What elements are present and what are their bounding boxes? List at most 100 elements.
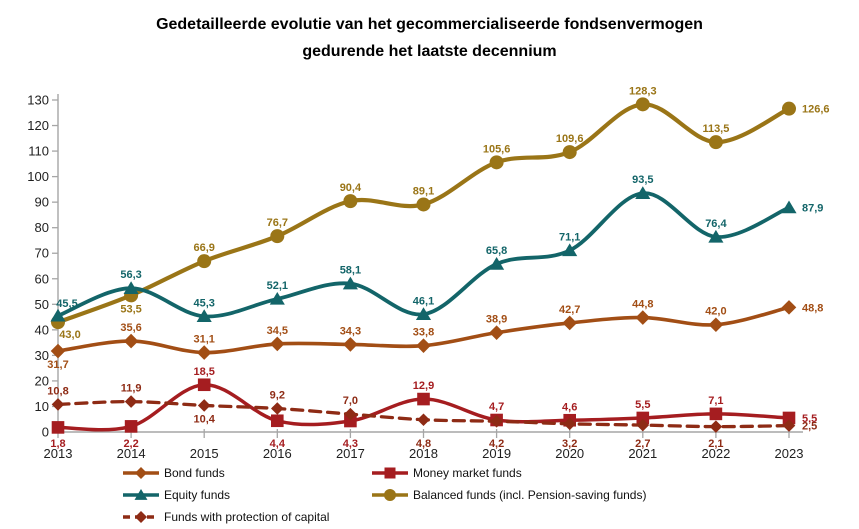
- x-tick-label: 2015: [190, 446, 219, 460]
- circle-legend-marker-icon: [372, 489, 408, 501]
- chart-title: Gedetailleerde evolutie van het gecommer…: [0, 11, 859, 65]
- data-point-label: 31,1: [193, 334, 214, 346]
- triangle-marker-icon: [123, 281, 139, 294]
- circle-marker-icon: [562, 145, 577, 160]
- diamond-marker-icon: [417, 413, 430, 427]
- series-line: [56, 191, 791, 319]
- data-point-label: 53,5: [120, 303, 141, 315]
- circle-marker-icon: [635, 97, 650, 112]
- diamond-marker-icon: [271, 402, 284, 415]
- data-point-label: 7,1: [708, 395, 723, 407]
- data-point-label: 42,7: [559, 304, 580, 316]
- legend-item-balanced-funds-incl-pension-saving-funds: Balanced funds (incl. Pension-saving fun…: [372, 485, 646, 505]
- square-marker-icon: [51, 421, 65, 434]
- diamond-marker-icon: [782, 419, 796, 432]
- triangle-marker-icon: [781, 200, 797, 214]
- legend-item-bond-funds: Bond funds: [123, 463, 225, 483]
- diamond-marker-icon: [344, 407, 357, 421]
- square-marker-icon: [384, 467, 396, 479]
- data-point-label: 1,8: [50, 438, 65, 450]
- legend-item-money-market-funds: Money market funds: [372, 463, 522, 483]
- x-tick-label: 2022: [701, 446, 730, 460]
- y-tick-label: 10: [35, 399, 49, 414]
- diamond-marker-icon: [135, 511, 147, 523]
- circle-marker-icon: [416, 197, 431, 212]
- x-tick-label: 2014: [117, 446, 146, 460]
- data-point-label: 126,6: [802, 104, 830, 116]
- labels-funds-with-protection-of-capital: 10,8 11,9 10,4 9,2 7,0 4,8 4,2 3,2 2,7 2,1 2,5: [47, 383, 817, 450]
- labels-bond-funds: 31,7 35,6 31,1 34,5 34,3 33,8 38,9 42,7 44,8 42,0…: [47, 299, 823, 371]
- diamond-marker-icon: [343, 337, 358, 352]
- circle-marker-icon: [270, 229, 285, 244]
- data-point-label: 12,9: [413, 380, 434, 392]
- data-point-label: 7,0: [343, 395, 358, 407]
- y-tick-label: 0: [42, 425, 49, 440]
- data-point-label: 4,2: [489, 438, 504, 450]
- data-point-label: 113,5: [702, 123, 729, 135]
- y-tick-label: 120: [27, 118, 49, 133]
- data-point-label: 105,6: [483, 143, 511, 155]
- chart-title-line2: gedurende het laatste decennium: [302, 43, 557, 60]
- data-point-label: 2,5: [802, 421, 817, 433]
- x-tick-label: 2021: [628, 446, 657, 460]
- triangle-marker-icon: [134, 489, 148, 500]
- triangle-marker-icon: [50, 308, 66, 322]
- circle-marker-icon: [197, 254, 212, 269]
- series-funds-with-protection-of-capital: [51, 395, 796, 433]
- x-tick-label: 2016: [263, 446, 292, 460]
- square-marker-icon: [197, 378, 211, 392]
- diamond-marker-icon: [709, 420, 723, 433]
- square-marker-icon: [709, 407, 723, 421]
- square-marker-icon: [636, 411, 650, 425]
- data-point-label: 71,1: [559, 231, 580, 243]
- labels-money-market-funds: 1,8 2,2 18,5 4,4 4,3 12,9 4,7 4,6 5,5 7,1 5,5: [50, 366, 817, 450]
- data-point-label: 76,4: [705, 218, 727, 230]
- diamond-marker-icon: [270, 336, 285, 352]
- diamond-marker-icon: [135, 467, 147, 479]
- data-point-label: 31,7: [47, 359, 68, 371]
- circle-marker-icon: [708, 135, 723, 150]
- y-tick-label: 100: [27, 169, 49, 184]
- y-tick-label: 70: [35, 246, 49, 261]
- series-equity-funds: [50, 186, 797, 323]
- legend-label: Bond funds: [164, 466, 225, 480]
- data-point-label: 52,1: [267, 280, 288, 292]
- y-tick-label: 30: [35, 348, 49, 363]
- diamond-marker-icon: [123, 333, 139, 349]
- data-point-label: 76,7: [267, 217, 288, 229]
- data-point-label: 3,2: [562, 438, 577, 450]
- legend-item-equity-funds: Equity funds: [123, 485, 230, 505]
- data-point-label: 9,2: [270, 390, 285, 402]
- data-point-label: 2,7: [635, 438, 650, 450]
- diamond-marker-icon: [563, 417, 576, 431]
- diamond-legend-marker-icon: [123, 467, 159, 479]
- data-point-label: 38,9: [486, 314, 507, 326]
- square-marker-icon: [124, 420, 138, 433]
- data-point-label: 46,1: [413, 295, 434, 307]
- data-point-label: 2,2: [123, 438, 138, 450]
- data-point-label: 58,1: [340, 265, 361, 277]
- data-point-label: 5,5: [802, 413, 817, 425]
- triangle-marker-icon: [415, 307, 432, 321]
- diamond-marker-icon: [708, 317, 724, 333]
- data-point-label: 10,4: [193, 413, 215, 425]
- y-tick-label: 80: [35, 220, 49, 235]
- triangle-marker-icon: [562, 243, 578, 257]
- data-point-label: 109,6: [556, 133, 584, 145]
- legend-label: Equity funds: [164, 488, 231, 502]
- data-point-label: 18,5: [193, 366, 214, 378]
- triangle-legend-marker-icon: [123, 489, 159, 500]
- diamond-marker-icon: [197, 399, 211, 412]
- data-point-label: 4,6: [562, 401, 577, 413]
- y-tick-label: 50: [35, 297, 49, 312]
- diamond-marker-icon: [490, 414, 503, 428]
- data-point-label: 44,8: [632, 299, 653, 311]
- y-tick-label: 40: [35, 322, 49, 337]
- y-tick-label: 60: [35, 271, 49, 286]
- data-point-label: 45,3: [193, 297, 214, 309]
- circle-marker-icon: [489, 155, 504, 170]
- legend-label: Funds with protection of capital: [164, 510, 330, 524]
- data-point-label: 43,0: [59, 329, 80, 341]
